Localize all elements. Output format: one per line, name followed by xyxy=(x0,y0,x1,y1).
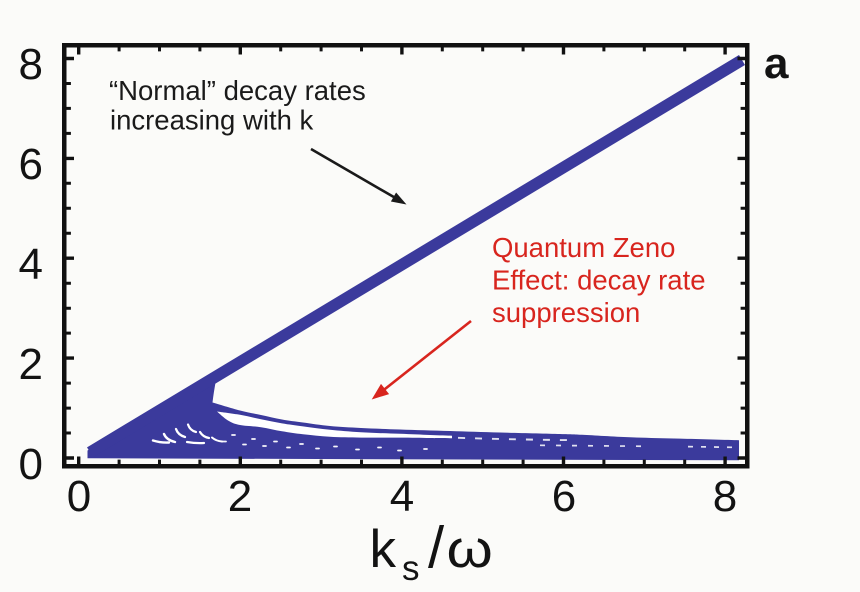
svg-text:0: 0 xyxy=(19,440,43,489)
svg-text:Effect: decay rate: Effect: decay rate xyxy=(492,265,706,296)
svg-text:/: / xyxy=(428,516,445,581)
svg-text:2: 2 xyxy=(228,472,252,521)
svg-text:8: 8 xyxy=(19,40,43,89)
svg-text:“Normal” decay rates: “Normal” decay rates xyxy=(109,75,366,106)
svg-text:increasing with k: increasing with k xyxy=(110,105,314,136)
svg-text:ω: ω xyxy=(447,519,493,578)
svg-text:2: 2 xyxy=(19,340,43,389)
svg-text:a: a xyxy=(764,39,789,88)
svg-text:4: 4 xyxy=(390,472,414,521)
svg-text:s: s xyxy=(402,549,420,588)
svg-text:0: 0 xyxy=(67,472,91,521)
svg-text:suppression: suppression xyxy=(492,297,640,328)
svg-text:4: 4 xyxy=(19,240,43,289)
svg-text:Quantum Zeno: Quantum Zeno xyxy=(492,232,675,263)
svg-text:6: 6 xyxy=(552,472,576,521)
svg-text:8: 8 xyxy=(713,472,737,521)
svg-text:6: 6 xyxy=(19,140,43,189)
svg-text:k: k xyxy=(370,520,397,579)
